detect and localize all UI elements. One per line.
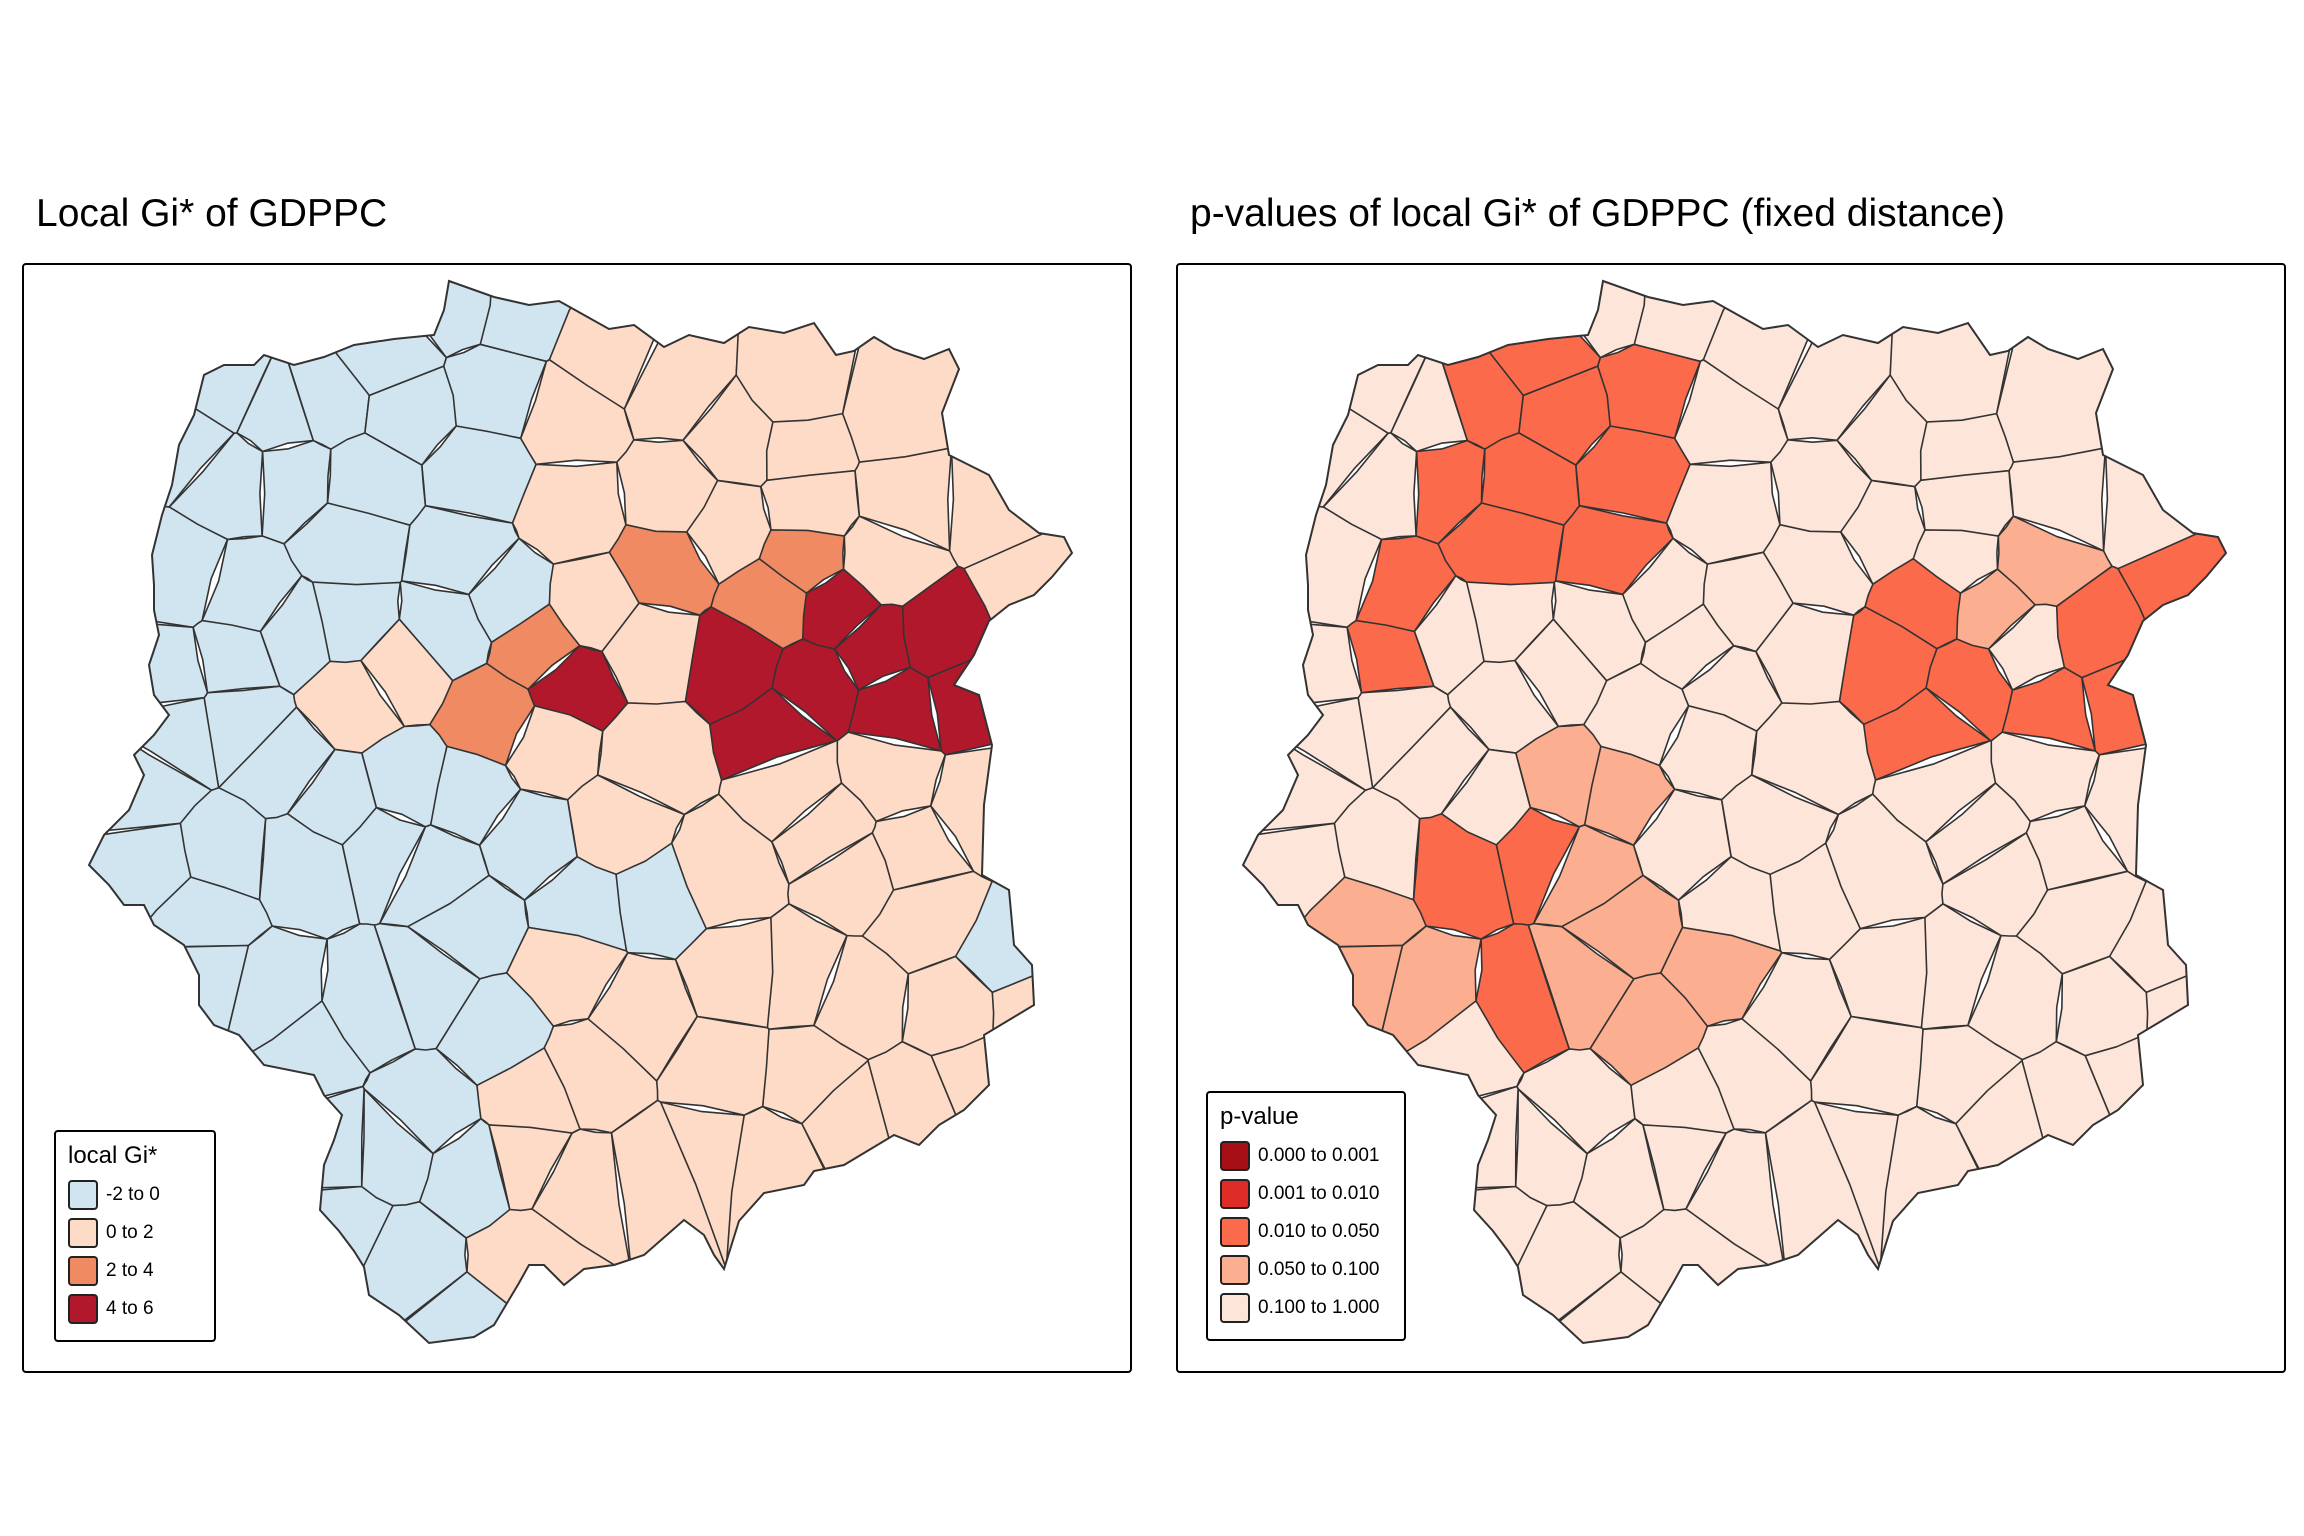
county-region [435,972,555,1087]
county-region [488,1124,573,1212]
county-region [306,1200,468,1343]
county-region [948,281,1072,570]
legend-item: -2 to 0 [68,1176,202,1214]
legend-swatch [68,1180,98,1210]
legend-item: 0.100 to 1.000 [1220,1289,1392,1327]
county-region [1919,412,2015,482]
legend-item: 2 to 4 [68,1252,202,1290]
legend-item: 0.001 to 0.010 [1220,1175,1392,1213]
legend-swatch [1220,1217,1250,1247]
county-region [1741,951,1853,1082]
county-region [89,281,287,434]
legend-swatch [1220,1293,1250,1323]
left-map-legend: local Gi* -2 to 0 0 to 2 2 to 4 4 to 6 [54,1130,216,1342]
legend-label: 0.000 to 0.001 [1258,1145,1380,1166]
county-region [801,568,882,650]
county-region [758,529,846,594]
county-region [1437,502,1565,586]
legend-item: 0 to 2 [68,1214,202,1252]
legend-label: 2 to 4 [106,1260,154,1281]
county-region [1925,782,2032,885]
county-region [1460,1200,1622,1343]
county-region [1987,603,2066,691]
legend-item: 0.010 to 0.050 [1220,1213,1392,1251]
legend-item: 0.050 to 0.100 [1220,1251,1392,1289]
county-region [2084,1032,2226,1343]
county-region [930,1032,1072,1343]
county-region [1955,568,2036,650]
county-region [765,412,861,482]
county-region [771,638,860,742]
county-region [2102,281,2226,570]
left-map-frame: local Gi* -2 to 0 0 to 2 2 to 4 4 to 6 [22,263,1132,1373]
county-region [833,603,912,691]
right-map-legend: p-value 0.000 to 0.001 0.001 to 0.010 0.01… [1206,1091,1406,1341]
legend-label: 0.001 to 0.010 [1258,1183,1380,1204]
county-region [1583,745,1676,847]
county-region [286,748,378,846]
county-region [1912,529,2000,594]
legend-label: 0 to 2 [106,1222,154,1243]
legend-title: local Gi* [68,1142,158,1169]
legend-label: 0.010 to 0.050 [1258,1221,1380,1242]
county-region [771,782,878,885]
legend-title: p-value [1220,1103,1299,1130]
right-choropleth-map [1241,279,2228,1345]
legend-swatch [1220,1179,1250,1209]
legend-swatch [1220,1141,1250,1171]
county-region [467,537,555,644]
county-region [1913,469,2015,537]
county-region [759,469,861,537]
legend-swatch [68,1218,98,1248]
right-map-title: p-values of local Gi* of GDPPC (fixed di… [1190,192,2006,235]
county-region [1475,923,1571,1074]
legend-swatch [68,1294,98,1324]
left-choropleth-map [87,279,1074,1345]
county-region [429,745,522,847]
county-region [1243,281,1441,434]
legend-label: -2 to 0 [106,1184,160,1205]
legend-item: 4 to 6 [68,1290,202,1328]
county-region [1621,537,1709,644]
county-region [511,461,627,565]
county-region [548,551,640,653]
county-region [1702,551,1794,653]
legend-label: 0.050 to 0.100 [1258,1259,1380,1280]
county-region [1665,461,1781,565]
province-outline [1241,279,2228,1345]
legend-label: 0.100 to 1.000 [1258,1297,1380,1318]
county-region [1589,972,1709,1087]
county-region [1642,1124,1727,1212]
county-region [1925,638,2014,742]
county-region [192,619,281,694]
county-region [1440,748,1532,846]
county-region [1346,619,1435,694]
left-map-title: Local Gi* of GDPPC [36,192,388,235]
county-region [587,951,699,1082]
legend-label: 4 to 6 [106,1298,154,1319]
county-region [321,923,417,1074]
legend-swatch [1220,1255,1250,1285]
province-outline [87,279,1074,1345]
right-map-frame: p-value 0.000 to 0.001 0.001 to 0.010 0.01… [1176,263,2286,1373]
county-region [283,502,411,586]
legend-swatch [68,1256,98,1286]
county-region [841,281,1072,463]
legend-item: 0.000 to 0.001 [1220,1137,1392,1175]
county-region [1995,281,2226,463]
county-region [1828,916,1928,1029]
county-region [674,916,774,1029]
